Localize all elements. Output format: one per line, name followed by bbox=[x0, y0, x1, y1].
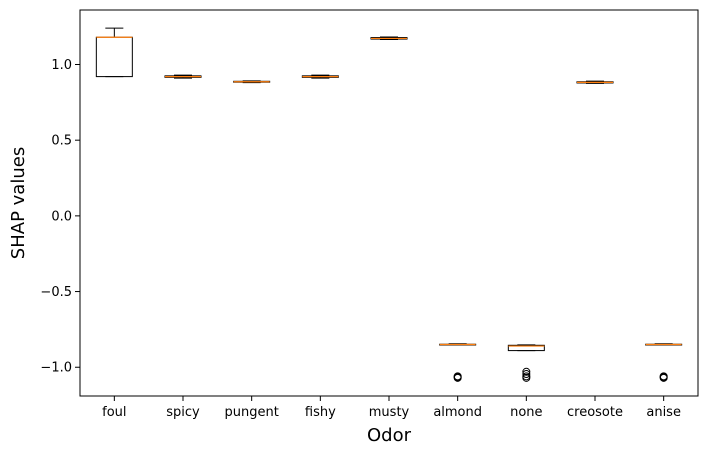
box-creosote bbox=[576, 80, 614, 84]
box-almond bbox=[439, 343, 477, 382]
x-tick-label: spicy bbox=[166, 405, 200, 420]
box-foul bbox=[95, 27, 133, 78]
outlier-point bbox=[522, 373, 531, 382]
x-tick-label: creosote bbox=[567, 405, 623, 420]
x-tick-label: foul bbox=[102, 405, 126, 420]
box-spicy bbox=[164, 74, 202, 79]
y-axis-label: SHAP values bbox=[8, 147, 29, 259]
outlier-point bbox=[522, 367, 531, 376]
outlier-point bbox=[659, 373, 668, 382]
y-tick-label: 0.0 bbox=[51, 209, 72, 224]
outlier-point bbox=[453, 373, 462, 382]
box-fishy bbox=[301, 74, 339, 79]
box-musty bbox=[370, 36, 408, 41]
x-tick-label: anise bbox=[646, 405, 681, 420]
x-tick-label: almond bbox=[433, 405, 482, 420]
y-tick-label: 0.5 bbox=[51, 134, 72, 149]
iqr-box bbox=[95, 36, 133, 78]
box-none bbox=[507, 344, 545, 382]
iqr-box bbox=[507, 344, 545, 352]
x-tick-label: none bbox=[510, 405, 542, 420]
x-tick-label: fishy bbox=[305, 405, 336, 420]
ticks-layer: 1.0 0.5 0.0 −0.5 −1.0 foul spicy pungent fishy mu… bbox=[40, 58, 681, 420]
outlier-point bbox=[522, 370, 531, 379]
box-anise bbox=[645, 343, 683, 382]
x-tick-label: pungent bbox=[225, 405, 279, 420]
boxes-layer bbox=[95, 27, 683, 382]
box-pungent bbox=[233, 80, 271, 84]
y-tick-label: 1.0 bbox=[51, 58, 72, 73]
x-tick-label: musty bbox=[369, 405, 410, 420]
y-tick-label: −0.5 bbox=[40, 285, 72, 300]
y-tick-label: −1.0 bbox=[40, 361, 72, 376]
plot-area-frame bbox=[79, 9, 699, 397]
x-axis-label: Odor bbox=[367, 425, 412, 446]
